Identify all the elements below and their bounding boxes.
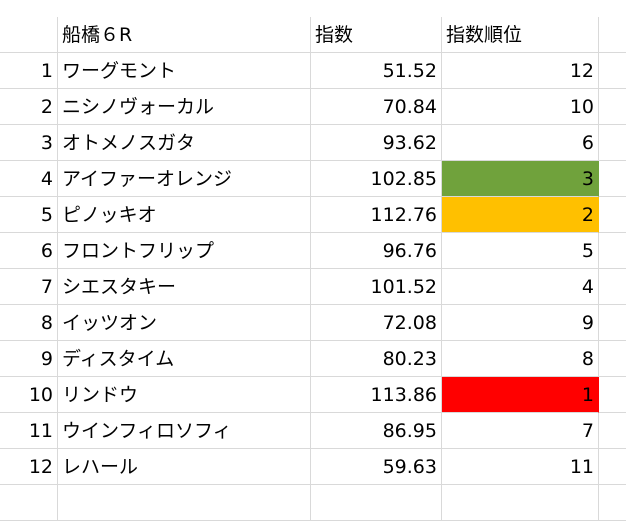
table-row: 3 オトメノスガタ 93.62 6 (0, 125, 626, 161)
horse-name-cell[interactable]: シエスタキー (58, 269, 311, 305)
index-rank-cell[interactable]: 9 (442, 305, 599, 341)
table-row: 4 アイファーオレンジ 102.85 3 (0, 161, 626, 197)
empty-cell[interactable] (58, 485, 311, 521)
index-header-cell[interactable]: 指数 (311, 17, 442, 53)
table-row: 10 リンドウ 113.86 1 (0, 377, 626, 413)
empty-cell[interactable] (442, 485, 599, 521)
index-rank-cell[interactable]: 1 (442, 377, 599, 413)
horse-name-cell[interactable]: アイファーオレンジ (58, 161, 311, 197)
row-number-cell[interactable]: 2 (0, 89, 58, 125)
table-row: 12 レハール 59.63 11 (0, 449, 626, 485)
empty-cell[interactable] (599, 305, 626, 341)
row-number-cell[interactable]: 12 (0, 449, 58, 485)
table-row: 1 ワーグモント 51.52 12 (0, 53, 626, 89)
empty-cell[interactable] (599, 161, 626, 197)
row-number-cell[interactable]: 4 (0, 161, 58, 197)
empty-row (0, 485, 626, 521)
horse-name-cell[interactable]: オトメノスガタ (58, 125, 311, 161)
table-row: 2 ニシノヴォーカル 70.84 10 (0, 89, 626, 125)
row-number-cell[interactable]: 11 (0, 413, 58, 449)
index-rank-cell[interactable]: 4 (442, 269, 599, 305)
index-value-cell[interactable]: 112.76 (311, 197, 442, 233)
table-row: 7 シエスタキー 101.52 4 (0, 269, 626, 305)
empty-cell[interactable] (599, 269, 626, 305)
race-title-cell[interactable]: 船橋６R (58, 17, 311, 53)
spreadsheet-grid: 船橋６R 指数 指数順位 1 ワーグモント 51.52 12 2 ニシノヴォーカル 70.8… (0, 17, 626, 521)
index-rank-cell[interactable]: 6 (442, 125, 599, 161)
empty-cell[interactable] (599, 89, 626, 125)
empty-cell[interactable] (599, 233, 626, 269)
horse-name-cell[interactable]: レハール (58, 449, 311, 485)
row-number-cell[interactable]: 1 (0, 53, 58, 89)
index-rank-cell[interactable]: 5 (442, 233, 599, 269)
index-rank-cell[interactable]: 12 (442, 53, 599, 89)
index-rank-cell[interactable]: 2 (442, 197, 599, 233)
row-number-cell[interactable] (0, 17, 58, 53)
index-value-cell[interactable]: 72.08 (311, 305, 442, 341)
row-number-cell[interactable]: 3 (0, 125, 58, 161)
horse-name-cell[interactable]: ディスタイム (58, 341, 311, 377)
row-number-cell[interactable]: 8 (0, 305, 58, 341)
table-row: 5 ピノッキオ 112.76 2 (0, 197, 626, 233)
empty-cell[interactable] (599, 197, 626, 233)
row-number-cell[interactable]: 9 (0, 341, 58, 377)
row-number-cell[interactable]: 6 (0, 233, 58, 269)
horse-name-cell[interactable]: ニシノヴォーカル (58, 89, 311, 125)
empty-cell[interactable] (311, 485, 442, 521)
empty-cell[interactable] (599, 53, 626, 89)
index-value-cell[interactable]: 102.85 (311, 161, 442, 197)
index-value-cell[interactable]: 101.52 (311, 269, 442, 305)
index-rank-cell[interactable]: 8 (442, 341, 599, 377)
empty-cell[interactable] (599, 377, 626, 413)
index-rank-cell[interactable]: 7 (442, 413, 599, 449)
index-value-cell[interactable]: 113.86 (311, 377, 442, 413)
index-rank-cell[interactable]: 11 (442, 449, 599, 485)
index-value-cell[interactable]: 70.84 (311, 89, 442, 125)
header-row: 船橋６R 指数 指数順位 (0, 17, 626, 53)
empty-cell[interactable] (599, 485, 626, 521)
horse-name-cell[interactable]: ウインフィロソフィ (58, 413, 311, 449)
table-row: 11 ウインフィロソフィ 86.95 7 (0, 413, 626, 449)
empty-cell[interactable] (599, 413, 626, 449)
row-number-cell[interactable] (0, 485, 58, 521)
table-row: 6 フロントフリップ 96.76 5 (0, 233, 626, 269)
index-rank-cell[interactable]: 10 (442, 89, 599, 125)
row-number-cell[interactable]: 5 (0, 197, 58, 233)
horse-name-cell[interactable]: イッツオン (58, 305, 311, 341)
empty-cell[interactable] (599, 449, 626, 485)
index-value-cell[interactable]: 59.63 (311, 449, 442, 485)
rank-header-cell[interactable]: 指数順位 (442, 17, 599, 53)
empty-cell[interactable] (599, 341, 626, 377)
index-value-cell[interactable]: 96.76 (311, 233, 442, 269)
horse-name-cell[interactable]: リンドウ (58, 377, 311, 413)
row-number-cell[interactable]: 7 (0, 269, 58, 305)
horse-name-cell[interactable]: ピノッキオ (58, 197, 311, 233)
empty-cell[interactable] (599, 125, 626, 161)
horse-name-cell[interactable]: フロントフリップ (58, 233, 311, 269)
horse-name-cell[interactable]: ワーグモント (58, 53, 311, 89)
index-value-cell[interactable]: 51.52 (311, 53, 442, 89)
index-rank-cell[interactable]: 3 (442, 161, 599, 197)
index-value-cell[interactable]: 93.62 (311, 125, 442, 161)
row-number-cell[interactable]: 10 (0, 377, 58, 413)
table-row: 9 ディスタイム 80.23 8 (0, 341, 626, 377)
index-value-cell[interactable]: 80.23 (311, 341, 442, 377)
index-value-cell[interactable]: 86.95 (311, 413, 442, 449)
empty-cell[interactable] (599, 17, 626, 53)
table-row: 8 イッツオン 72.08 9 (0, 305, 626, 341)
